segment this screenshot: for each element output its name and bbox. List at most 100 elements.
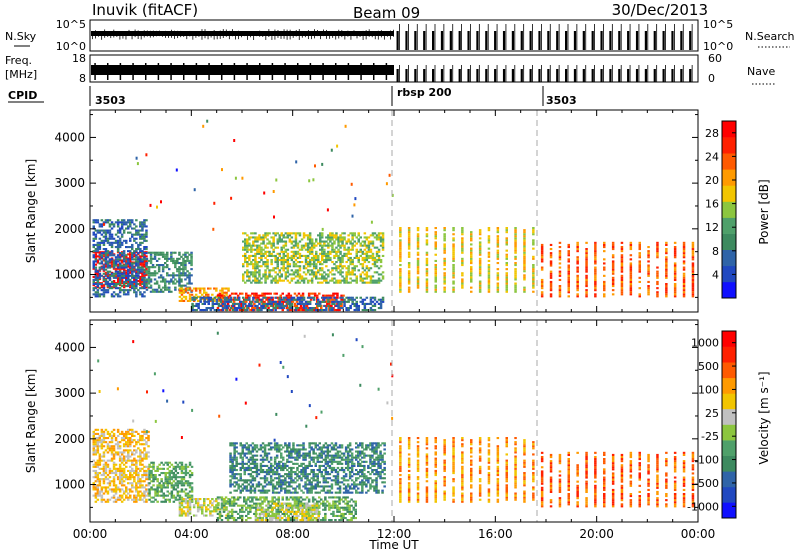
freq-bar [459, 69, 461, 82]
range-cell [189, 508, 192, 510]
range-cell [594, 260, 597, 262]
range-cell [674, 269, 677, 271]
range-cell [532, 256, 535, 258]
range-cell [190, 283, 193, 285]
range-cell [167, 484, 170, 486]
range-cell [146, 289, 149, 291]
noise-cell [194, 188, 196, 191]
range-cell [173, 480, 176, 482]
range-cell [111, 451, 114, 453]
range-cell [133, 240, 136, 242]
range-cell [630, 269, 633, 271]
range-cell [99, 287, 102, 289]
range-cell [156, 466, 159, 468]
range-cell [288, 293, 291, 295]
range-cell [443, 237, 446, 239]
range-cell [665, 283, 668, 285]
range-cell [135, 449, 138, 451]
range-cell [297, 271, 300, 273]
range-cell [279, 236, 282, 238]
range-cell [399, 260, 402, 262]
range-cell [372, 253, 375, 255]
range-cell [309, 301, 312, 303]
range-cell [408, 272, 411, 274]
range-cell [639, 252, 642, 254]
range-cell [368, 269, 371, 271]
range-cell [366, 297, 369, 299]
range-cell [612, 242, 615, 244]
range-cell [113, 458, 116, 460]
range-cell [297, 251, 300, 253]
range-cell [559, 246, 562, 248]
range-cell [315, 273, 318, 275]
range-cell [115, 439, 118, 441]
range-cell [337, 243, 340, 245]
range-cell [323, 299, 326, 301]
range-cell [262, 243, 265, 245]
range-cell [119, 464, 122, 466]
nsky-tick-top: 10^5 [56, 18, 86, 31]
range-cell [488, 276, 491, 278]
range-cell [160, 491, 163, 493]
range-cell [514, 289, 517, 291]
range-cell [143, 269, 146, 271]
range-cell [154, 270, 157, 272]
range-cell [125, 491, 128, 493]
range-cell [647, 281, 650, 283]
nsearch-label: N.Search [745, 30, 795, 43]
range-cell [488, 252, 491, 254]
range-cell [380, 303, 383, 305]
range-cell [260, 247, 263, 249]
range-cell [97, 449, 100, 451]
range-cell [184, 268, 187, 270]
range-cell [127, 293, 130, 295]
range-cell [333, 303, 336, 305]
range-cell [115, 265, 118, 267]
range-cell [399, 250, 402, 252]
range-cell [497, 254, 500, 256]
range-cell [674, 256, 677, 258]
range-cell [264, 307, 267, 309]
range-cell [137, 476, 140, 478]
range-cell [523, 262, 526, 264]
range-cell [250, 305, 253, 307]
range-cell [109, 230, 112, 232]
range-cell [223, 499, 226, 501]
range-cell [182, 258, 185, 260]
range-cell [137, 289, 140, 291]
range-cell [178, 258, 181, 260]
range-cell [165, 474, 168, 476]
range-cell [246, 307, 249, 309]
range-cell [532, 258, 535, 260]
range-cell [125, 462, 128, 464]
range-cell [266, 247, 269, 249]
range-cell [242, 301, 245, 303]
range-cell [488, 237, 491, 239]
cpid-segment-1: rbsp 200 [397, 86, 452, 99]
range-cell [479, 266, 482, 268]
range-cell [299, 234, 302, 236]
range-cell [568, 246, 571, 248]
range-cell [343, 305, 346, 307]
range-cell [692, 271, 695, 273]
range-cell [399, 241, 402, 243]
range-cell [568, 283, 571, 285]
range-cell [119, 281, 122, 283]
range-cell [117, 435, 120, 437]
range-cell [135, 287, 138, 289]
range-cell [647, 260, 650, 262]
range-cell [506, 281, 509, 283]
range-cell [550, 260, 553, 262]
range-cell [199, 292, 202, 294]
range-cell [674, 277, 677, 279]
range-cell [426, 233, 429, 235]
range-cell [119, 466, 122, 468]
range-cell [656, 244, 659, 246]
range-cell [408, 287, 411, 289]
range-cell [277, 263, 280, 265]
range-cell [343, 247, 346, 249]
range-cell [95, 260, 98, 262]
range-cell [99, 493, 102, 495]
range-cell [497, 258, 500, 260]
range-cell [568, 287, 571, 289]
